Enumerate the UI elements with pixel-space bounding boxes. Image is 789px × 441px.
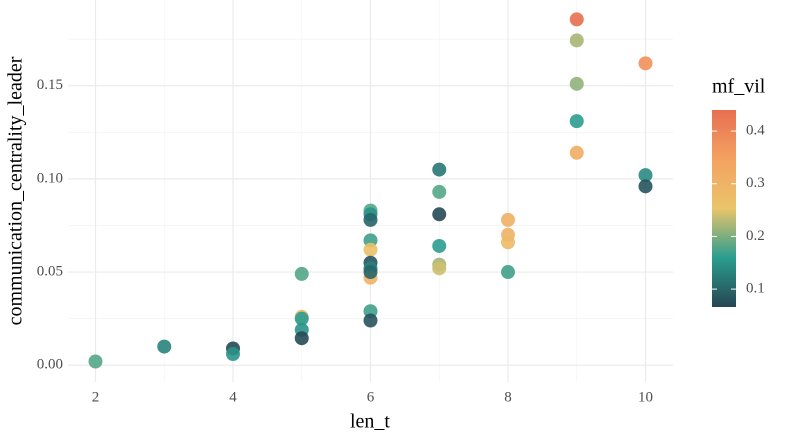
- point: [569, 145, 584, 160]
- point: [432, 207, 447, 222]
- x-tick-label: 6: [367, 389, 375, 405]
- point: [638, 168, 653, 183]
- color-bar: [712, 110, 736, 307]
- point: [501, 235, 515, 250]
- point: [569, 76, 584, 91]
- point: [363, 212, 378, 227]
- point: [363, 265, 378, 280]
- point: [569, 114, 584, 129]
- x-tick-label: 2: [92, 389, 100, 405]
- legend-title: mf_vil: [712, 76, 766, 98]
- x-axis-title: len_t: [350, 411, 390, 433]
- point: [638, 179, 653, 194]
- point: [501, 265, 515, 280]
- x-tick-label: 4: [229, 389, 237, 405]
- point: [157, 339, 172, 354]
- legend-tick-label: 0.2: [746, 228, 765, 244]
- point: [432, 184, 447, 199]
- point: [569, 12, 584, 27]
- point: [226, 347, 240, 362]
- point: [294, 331, 309, 346]
- point: [638, 56, 653, 71]
- y-axis-title: communication_centrality_leader: [5, 56, 27, 325]
- y-tick-label: 0.05: [37, 263, 63, 279]
- point: [432, 261, 447, 276]
- x-tick-label: 10: [638, 389, 653, 405]
- point: [363, 313, 378, 328]
- legend-tick-label: 0.3: [746, 175, 765, 191]
- y-tick-label: 0.10: [37, 170, 63, 186]
- point: [294, 311, 309, 326]
- y-tick-label: 0.00: [37, 357, 63, 373]
- point: [432, 162, 447, 177]
- legend-tick-label: 0.4: [746, 123, 765, 139]
- point: [569, 33, 584, 48]
- y-tick-label: 0.15: [37, 77, 63, 93]
- point: [501, 212, 515, 227]
- point: [432, 238, 447, 253]
- point: [88, 354, 103, 369]
- point: [294, 266, 309, 281]
- x-tick-label: 8: [504, 389, 512, 405]
- point: [363, 242, 378, 257]
- legend-tick-label: 0.1: [746, 281, 765, 297]
